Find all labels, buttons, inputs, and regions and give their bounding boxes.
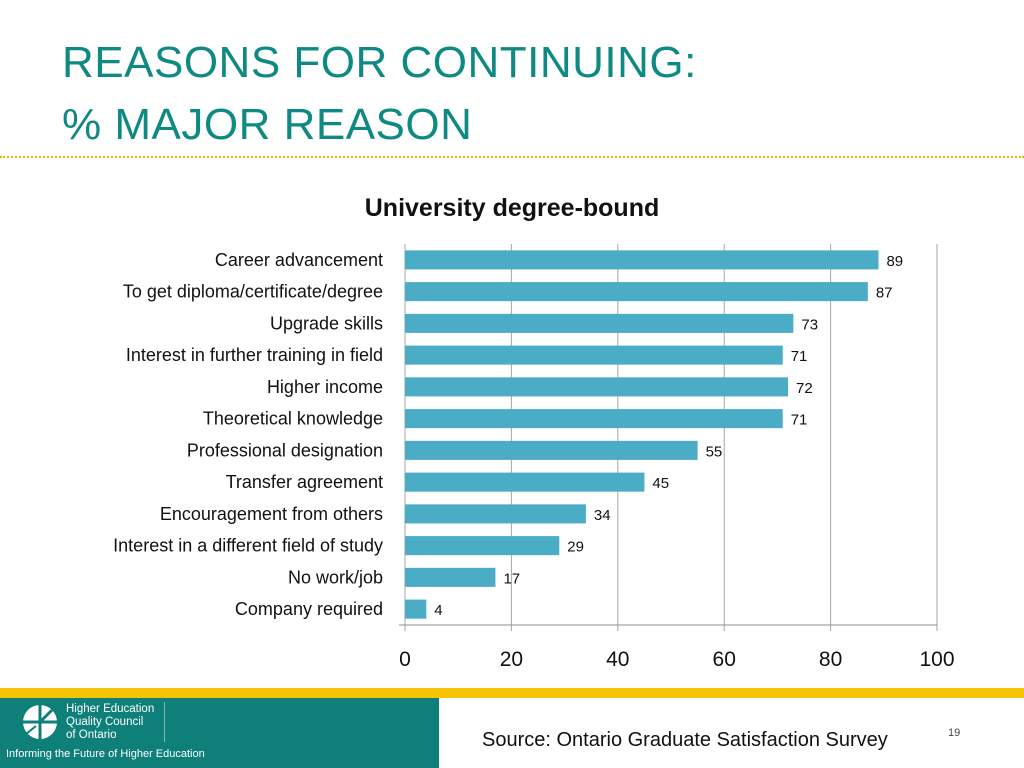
data-label: 71 bbox=[791, 348, 808, 365]
data-label: 29 bbox=[567, 539, 584, 556]
x-tick-label: 60 bbox=[713, 648, 736, 671]
page-number: 19 bbox=[948, 727, 961, 739]
data-label: 87 bbox=[876, 285, 893, 302]
footer-teal-panel bbox=[0, 698, 439, 768]
data-label: 34 bbox=[594, 507, 611, 524]
data-label: 55 bbox=[706, 443, 723, 460]
tagline: Informing the Future of Higher Education bbox=[6, 748, 205, 760]
category-label: No work/job bbox=[288, 567, 383, 587]
bar bbox=[405, 472, 645, 492]
data-label: 45 bbox=[652, 475, 669, 492]
logo-line-1: Higher Education bbox=[66, 703, 155, 715]
footer-gold-band bbox=[0, 688, 1024, 698]
bar bbox=[405, 345, 783, 365]
bar bbox=[405, 250, 879, 270]
data-label: 4 bbox=[434, 602, 442, 619]
source-note: Source: Ontario Graduate Satisfaction Su… bbox=[482, 729, 888, 751]
category-label: Company required bbox=[235, 599, 383, 619]
chart-title: University degree-bound bbox=[364, 194, 660, 222]
category-label: To get diploma/certificate/degree bbox=[123, 282, 383, 302]
data-label: 72 bbox=[796, 380, 813, 397]
x-tick-label: 100 bbox=[919, 648, 954, 671]
hequo-logo-icon bbox=[23, 705, 57, 739]
slide-title-line-2: % MAJOR REASON bbox=[62, 100, 473, 149]
bar bbox=[405, 599, 427, 619]
x-tick-label: 20 bbox=[500, 648, 523, 671]
title-divider bbox=[0, 156, 1024, 158]
data-label: 71 bbox=[791, 412, 808, 429]
bar bbox=[405, 440, 698, 460]
category-label: Transfer agreement bbox=[226, 472, 383, 492]
x-tick-label: 80 bbox=[819, 648, 842, 671]
data-label: 17 bbox=[503, 570, 520, 587]
bar bbox=[405, 567, 496, 587]
bar bbox=[405, 313, 794, 333]
bar-chart: 0 20 40 60 80 100 Career advancement 89 To get d… bbox=[113, 244, 955, 671]
logo-text: Higher Education Quality Council of Onta… bbox=[66, 703, 154, 742]
bar bbox=[405, 282, 868, 302]
logo-line-2: Quality Council bbox=[66, 716, 144, 728]
category-label: Interest in a different field of study bbox=[113, 536, 383, 556]
category-label: Upgrade skills bbox=[270, 313, 383, 333]
data-label: 73 bbox=[801, 316, 818, 333]
logo-line-3: of Ontario bbox=[66, 729, 117, 741]
bar bbox=[405, 536, 560, 556]
data-label: 89 bbox=[886, 253, 903, 270]
logo-divider bbox=[164, 702, 165, 742]
category-label: Interest in further training in field bbox=[126, 345, 383, 365]
category-label: Career advancement bbox=[215, 250, 383, 270]
bar bbox=[405, 504, 586, 524]
x-tick-label: 0 bbox=[399, 648, 411, 671]
bar bbox=[405, 409, 783, 429]
slide-title-line-1: REASONS FOR CONTINUING: bbox=[62, 38, 697, 87]
category-label: Encouragement from others bbox=[160, 504, 383, 524]
category-label: Higher income bbox=[267, 377, 383, 397]
x-tick-label: 40 bbox=[606, 648, 629, 671]
category-label: Professional designation bbox=[187, 440, 383, 460]
category-label: Theoretical knowledge bbox=[203, 409, 383, 429]
bar bbox=[405, 377, 789, 397]
